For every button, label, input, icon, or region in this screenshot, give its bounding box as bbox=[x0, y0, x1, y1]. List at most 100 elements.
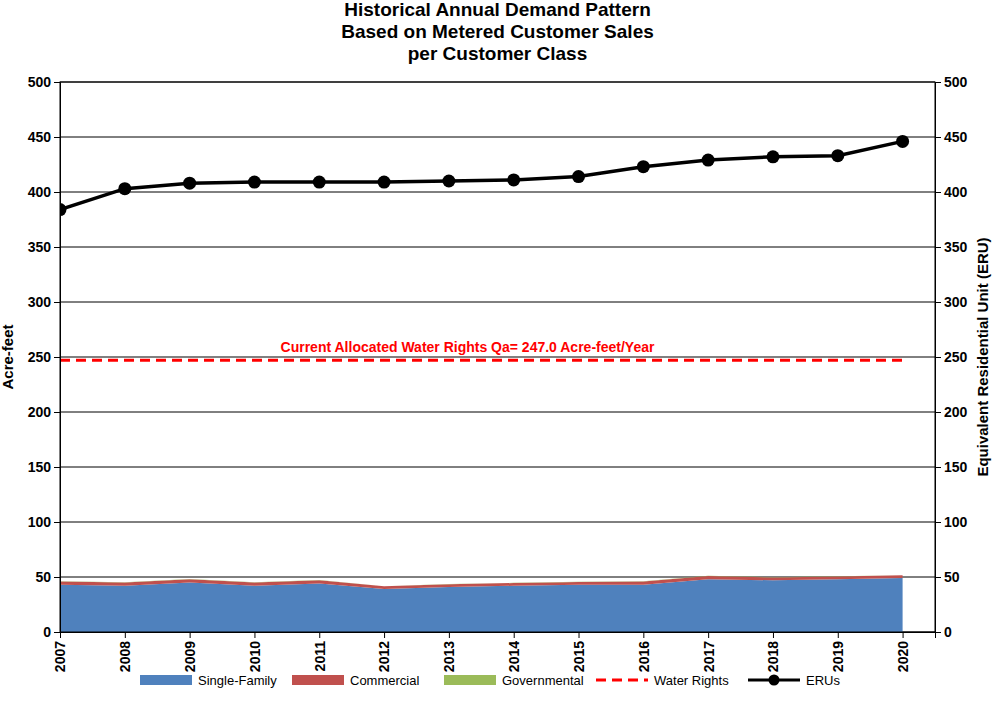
tick: 100 bbox=[935, 514, 968, 530]
tick-label: 450 bbox=[944, 129, 968, 145]
tick-mark bbox=[54, 357, 60, 358]
tick-mark bbox=[935, 357, 941, 358]
tick: 50 bbox=[935, 569, 960, 585]
marker bbox=[378, 176, 391, 189]
legend-item: Governmental bbox=[444, 673, 584, 688]
tick: 200 bbox=[28, 404, 60, 420]
tick-label: 2010 bbox=[247, 641, 263, 672]
legend-label: Water Rights bbox=[654, 673, 729, 688]
tick: 450 bbox=[28, 129, 60, 145]
legend-swatch bbox=[292, 675, 344, 685]
title: Historical Annual Demand Pattern bbox=[344, 0, 651, 20]
tick-label: 50 bbox=[944, 569, 960, 585]
tick: 350 bbox=[935, 239, 968, 255]
tick-label: 2011 bbox=[312, 641, 328, 672]
axis-line bbox=[54, 83, 61, 633]
tick-label: 100 bbox=[28, 514, 52, 530]
tick: 500 bbox=[935, 74, 968, 90]
tick-label: 250 bbox=[28, 349, 52, 365]
legend-marker bbox=[769, 675, 780, 686]
tick-mark bbox=[54, 577, 60, 578]
tick-label: 200 bbox=[944, 404, 968, 420]
line bbox=[60, 141, 903, 209]
tick: 300 bbox=[935, 294, 968, 310]
tick-mark bbox=[54, 412, 60, 413]
tick-label: 200 bbox=[28, 404, 52, 420]
marker bbox=[507, 173, 520, 186]
tick-mark bbox=[54, 137, 60, 138]
tick: 2015 bbox=[571, 632, 587, 672]
tick-mark bbox=[54, 247, 60, 248]
tick: 2016 bbox=[636, 632, 652, 672]
marker bbox=[313, 176, 326, 189]
tick-mark bbox=[384, 632, 385, 638]
tick: 2013 bbox=[441, 632, 457, 672]
legend-item: Single-Family bbox=[140, 673, 277, 688]
tick-label: 2017 bbox=[701, 641, 717, 672]
grid-line bbox=[60, 302, 935, 303]
marker bbox=[831, 149, 844, 162]
marker bbox=[248, 176, 261, 189]
tick: 0 bbox=[935, 624, 952, 640]
tick-label: 2018 bbox=[765, 641, 781, 672]
tick: 2020 bbox=[895, 632, 911, 672]
grid-line bbox=[60, 467, 935, 468]
area bbox=[60, 575, 903, 589]
tick-mark bbox=[54, 192, 60, 193]
tick-mark bbox=[319, 632, 320, 638]
grid-line bbox=[60, 412, 935, 413]
y-axis-title: Acre-feet bbox=[0, 324, 16, 389]
tick: 400 bbox=[28, 184, 60, 200]
tick-mark bbox=[708, 632, 709, 638]
tick: 150 bbox=[28, 459, 60, 475]
legend-label: Single-Family bbox=[198, 673, 277, 688]
line bbox=[60, 359, 903, 362]
tick-label: 50 bbox=[35, 569, 51, 585]
y2-axis-title: Equivalent Residential Unit (ERU) bbox=[974, 237, 991, 476]
tick: 450 bbox=[935, 129, 968, 145]
tick: 300 bbox=[28, 294, 60, 310]
tick-label: 250 bbox=[944, 349, 968, 365]
tick: 2019 bbox=[830, 632, 846, 672]
area bbox=[60, 575, 903, 586]
x-axis: 2007200820092010201120122013201420152016… bbox=[52, 632, 935, 672]
tick-mark bbox=[60, 632, 61, 638]
tick-label: 350 bbox=[944, 239, 968, 255]
tick-mark bbox=[935, 302, 941, 303]
title: Based on Metered Customer Sales bbox=[341, 21, 654, 42]
tick: 250 bbox=[935, 349, 968, 365]
y2-axis: 0 50 100 150 200 250 300 350 400 450 500 bbox=[935, 74, 968, 640]
legend-swatch bbox=[444, 675, 496, 685]
chart: Historical Annual Demand PatternBased on… bbox=[0, 0, 1000, 708]
tick: 500 bbox=[28, 74, 60, 90]
tick-mark bbox=[935, 192, 941, 193]
tick-mark bbox=[935, 137, 941, 138]
tick-mark bbox=[54, 82, 60, 83]
legend-item: Commercial bbox=[292, 673, 419, 688]
title: per Customer Class bbox=[408, 43, 588, 64]
tick-label: 0 bbox=[43, 624, 51, 640]
tick-mark bbox=[125, 632, 126, 638]
grid-line bbox=[60, 137, 935, 138]
tick: 2010 bbox=[247, 632, 263, 672]
legend-item: Water Rights bbox=[596, 673, 729, 688]
plot-marks bbox=[60, 135, 909, 632]
plot-frame bbox=[60, 82, 935, 632]
tick-label: 450 bbox=[28, 129, 52, 145]
tick-mark bbox=[838, 632, 839, 638]
tick-label: 2008 bbox=[117, 641, 133, 672]
axis-line bbox=[61, 633, 936, 639]
tick: 150 bbox=[935, 459, 968, 475]
tick: 2008 bbox=[117, 632, 133, 672]
legend-label: Governmental bbox=[502, 673, 584, 688]
marker bbox=[183, 177, 196, 190]
legend-label: Commercial bbox=[350, 673, 419, 688]
tick-label: 2014 bbox=[506, 641, 522, 672]
axis-line bbox=[936, 83, 942, 633]
tick-label: 400 bbox=[944, 184, 968, 200]
tick-mark bbox=[903, 632, 904, 638]
tick-label: 100 bbox=[944, 514, 968, 530]
grid-line bbox=[60, 357, 935, 358]
tick: 2017 bbox=[701, 632, 717, 672]
legend-label: ERUs bbox=[806, 673, 840, 688]
